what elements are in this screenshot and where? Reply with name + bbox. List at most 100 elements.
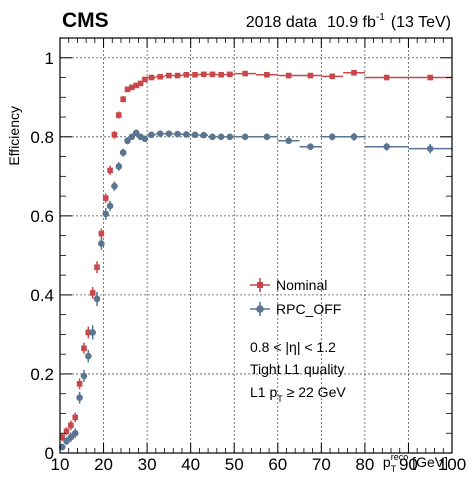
rpc-off-point <box>85 352 92 360</box>
nominal-point <box>107 167 113 174</box>
rpc-off-point <box>156 130 164 137</box>
eta-range-label: 0.8 < |η| < 1.2 <box>250 339 336 355</box>
x-tick-label: 20 <box>94 455 113 474</box>
rpc-off-point <box>119 149 127 156</box>
grid-lines <box>60 38 452 453</box>
rpc-off-point <box>115 163 123 170</box>
x-tick-label: 50 <box>225 455 244 474</box>
x-tick-labels: 10 20 30 40 50 60 70 80 90 100 <box>51 455 467 474</box>
nominal-point <box>383 74 390 81</box>
rpc-off-point <box>209 133 216 141</box>
legend-marker-nominal <box>257 282 263 288</box>
rpc-off-point <box>426 145 434 152</box>
nominal-point <box>120 96 126 103</box>
pt-cut-sub: T <box>277 394 283 404</box>
nominal-point <box>59 434 65 440</box>
rpc-off-point <box>241 133 249 141</box>
y-tick-label: 0.6 <box>30 207 54 226</box>
dataset-label: 2018 data <box>246 14 317 31</box>
nominal-point <box>157 73 163 80</box>
nominal-point <box>200 71 207 78</box>
x-axis-label-sup: reco <box>391 452 409 462</box>
legend: Nominal RPC_OFF <box>250 277 341 317</box>
rpc-off-point <box>89 329 96 336</box>
experiment-label: CMS <box>62 9 109 32</box>
nominal-point <box>63 428 70 435</box>
nominal-point <box>218 71 224 78</box>
legend-marker-rpc-off <box>256 305 264 313</box>
rpc-off-point <box>217 133 225 141</box>
data-series <box>58 69 452 451</box>
rpc-off-point <box>174 130 181 138</box>
x-axis-label-main: p <box>383 454 391 470</box>
rpc-off-point <box>307 143 314 150</box>
axis-ticks <box>59 38 453 454</box>
rpc-off-point <box>98 240 105 247</box>
nominal-point <box>148 74 155 81</box>
y-tick-label: 1 <box>45 49 54 68</box>
rpc-off-point <box>141 135 149 143</box>
series-nominal <box>59 69 452 442</box>
nominal-point <box>89 290 96 296</box>
nominal-point <box>124 86 131 93</box>
x-tick-label: 40 <box>181 455 200 474</box>
nominal-point <box>227 71 233 78</box>
rpc-off-point <box>226 133 234 141</box>
rpc-off-point <box>350 133 358 141</box>
nominal-point <box>209 71 216 78</box>
rpc-off-point <box>102 210 110 218</box>
nominal-point <box>427 74 434 81</box>
nominal-point <box>264 71 270 78</box>
rpc-off-point <box>183 131 190 138</box>
rpc-off-point <box>67 433 75 441</box>
legend-item-rpc-off: RPC_OFF <box>250 301 341 317</box>
nominal-point <box>242 70 248 77</box>
nominal-point <box>351 69 357 76</box>
legend-item-nominal: Nominal <box>250 277 327 293</box>
rpc-off-point <box>263 133 271 141</box>
nominal-point <box>133 82 140 89</box>
y-tick-label: 0 <box>45 444 54 463</box>
nominal-point <box>102 195 109 201</box>
nominal-point <box>137 80 144 87</box>
rpc-off-point <box>128 133 136 141</box>
y-tick-label: 0.8 <box>30 128 54 147</box>
series-rpc-off <box>58 129 452 451</box>
nominal-point <box>116 112 122 118</box>
x-tick-label: 90 <box>399 455 418 474</box>
nominal-point <box>129 84 135 91</box>
nominal-point <box>98 230 105 237</box>
y-axis-label: Efficiency <box>6 106 22 166</box>
nominal-point <box>94 264 100 271</box>
x-axis-label-unit: [GeV] <box>408 454 448 470</box>
rpc-off-point <box>132 129 140 137</box>
lumi-exponent: -1 <box>376 12 385 23</box>
lumi-label: 2018 data 10.9 fb-1 (13 TeV) <box>246 12 451 31</box>
x-tick-label: 80 <box>355 455 374 474</box>
lumi-value: 10.9 fb <box>327 14 376 31</box>
rpc-off-point <box>124 137 131 145</box>
rpc-off-point <box>93 295 101 303</box>
rpc-off-point <box>200 131 208 139</box>
y-tick-label: 0.2 <box>30 365 54 384</box>
rpc-off-point <box>285 137 292 145</box>
rpc-off-point <box>383 143 390 150</box>
legend-label-nominal: Nominal <box>276 277 327 293</box>
rpc-off-point <box>148 131 155 139</box>
legend-label-rpc-off: RPC_OFF <box>276 301 341 317</box>
x-tick-label: 10 <box>51 455 70 474</box>
nominal-point <box>183 71 190 78</box>
x-tick-label: 60 <box>268 455 287 474</box>
nominal-point <box>307 72 314 79</box>
y-tick-label: 0.4 <box>30 286 54 305</box>
nominal-point <box>81 345 87 352</box>
nominal-point <box>76 381 83 387</box>
rpc-off-point <box>111 182 118 190</box>
nominal-point <box>68 422 74 429</box>
nominal-point <box>142 76 148 83</box>
rpc-off-point <box>165 130 173 137</box>
pt-cut-label: L1 pT ≥ 22 GeV <box>250 384 346 404</box>
nominal-point <box>285 72 292 79</box>
plot-frame <box>59 37 453 454</box>
